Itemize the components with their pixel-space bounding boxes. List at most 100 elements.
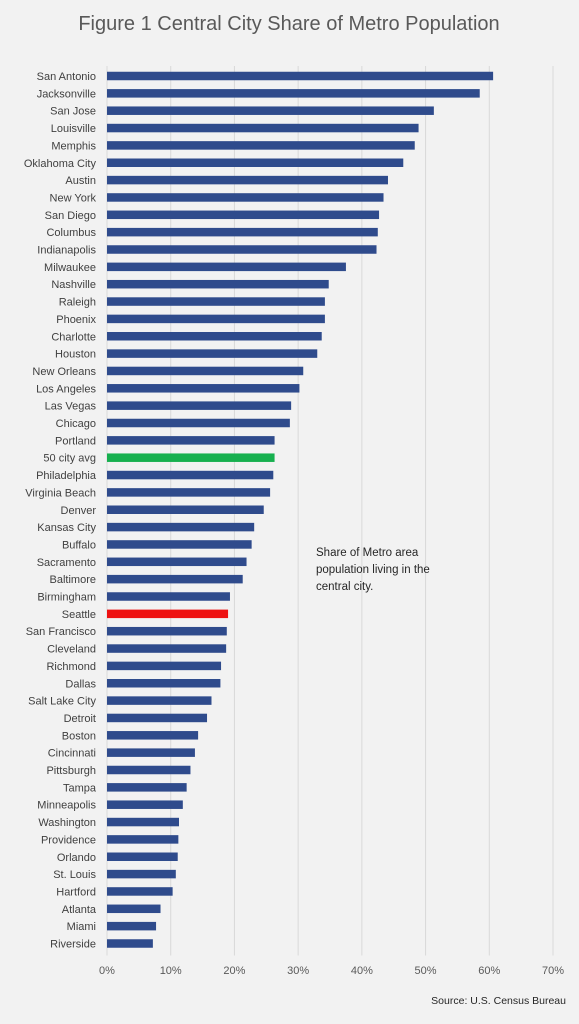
category-label-richmond: Richmond — [46, 661, 96, 673]
category-label-hartford: Hartford — [56, 886, 96, 898]
category-label-charlotte: Charlotte — [51, 331, 96, 343]
bar-riverside — [107, 939, 153, 948]
x-tick-label: 0% — [99, 965, 115, 977]
category-label-san-diego: San Diego — [45, 210, 96, 222]
bar-seattle — [107, 609, 229, 619]
bar-san-francisco — [107, 626, 227, 636]
bar-austin — [107, 175, 388, 185]
bar-indianapolis — [107, 245, 377, 254]
category-label-raleigh: Raleigh — [59, 297, 96, 309]
x-tick-label: 40% — [351, 965, 373, 977]
bar-portland — [107, 436, 275, 445]
category-label-pittsburgh: Pittsburgh — [46, 765, 96, 777]
bar-new-york — [107, 193, 384, 202]
x-tick-label: 50% — [415, 965, 437, 977]
bar-jacksonville — [107, 89, 480, 98]
x-tick-label: 60% — [478, 965, 500, 977]
category-label-jacksonville: Jacksonville — [37, 88, 96, 100]
category-label-virginia-beach: Virginia Beach — [25, 487, 96, 499]
annotation-line-3: central city. — [316, 581, 373, 593]
category-label-50-city-avg: 50 city avg — [43, 453, 96, 465]
category-label-dallas: Dallas — [65, 678, 96, 690]
category-label-sacramento: Sacramento — [37, 557, 96, 569]
annotation-line-2: population living in the — [316, 564, 430, 576]
bar-cincinnati — [107, 748, 195, 757]
category-label-riverside: Riverside — [50, 939, 96, 951]
bar-pittsburgh — [107, 765, 191, 775]
bar-detroit — [107, 713, 208, 723]
category-label-memphis: Memphis — [51, 140, 96, 152]
bar-las-vegas — [107, 401, 292, 410]
category-label-minneapolis: Minneapolis — [37, 800, 96, 812]
category-label-kansas-city: Kansas City — [37, 522, 96, 534]
x-axis-tick-labels: 0% 10% 20% 30% 40% 50% 60% 70% — [99, 965, 564, 977]
category-label-buffalo: Buffalo — [62, 539, 96, 551]
bar-new-orleans — [107, 366, 304, 376]
category-label-phoenix: Phoenix — [56, 314, 96, 326]
category-label-miami: Miami — [67, 921, 96, 933]
bar-cleveland — [107, 644, 227, 653]
category-label-new-york: New York — [50, 192, 97, 204]
category-label-columbus: Columbus — [46, 227, 96, 239]
bar-oklahoma-city — [107, 158, 404, 167]
category-label-boston: Boston — [62, 730, 96, 742]
bar-boston — [107, 731, 199, 740]
category-label-salt-lake-city: Salt Lake City — [28, 696, 96, 708]
category-label-new-orleans: New Orleans — [32, 366, 96, 378]
bar-virginia-beach — [107, 488, 271, 497]
source-note: Source: U.S. Census Bureau — [431, 995, 566, 1007]
bar-tampa — [107, 783, 187, 792]
category-label-oklahoma-city: Oklahoma City — [24, 158, 97, 170]
bar-st-louis — [107, 869, 176, 879]
bar-louisville — [107, 123, 419, 133]
category-label-washington: Washington — [38, 817, 96, 829]
bar-buffalo — [107, 540, 252, 549]
category-label-san-antonio: San Antonio — [37, 71, 96, 83]
category-label-st-louis: St. Louis — [53, 869, 96, 881]
category-label-seattle: Seattle — [62, 609, 96, 621]
category-label-indianapolis: Indianapolis — [37, 245, 96, 257]
bar-orlando — [107, 852, 178, 861]
category-label-chicago: Chicago — [56, 418, 96, 430]
bar-sacramento — [107, 557, 247, 567]
bar-charlotte — [107, 332, 322, 341]
bar-washington — [107, 817, 179, 827]
category-label-atlanta: Atlanta — [62, 904, 97, 916]
bars-group — [107, 71, 494, 948]
bar-san-diego — [107, 210, 380, 220]
bar-columbus — [107, 227, 378, 237]
category-label-baltimore: Baltimore — [50, 574, 96, 586]
bar-atlanta — [107, 904, 161, 914]
bar-hartford — [107, 887, 173, 896]
category-label-portland: Portland — [55, 435, 96, 447]
category-label-philadelphia: Philadelphia — [36, 470, 97, 482]
bar-providence — [107, 835, 179, 844]
category-label-san-francisco: San Francisco — [26, 626, 96, 638]
category-label-san-jose: San Jose — [50, 106, 96, 118]
category-label-providence: Providence — [41, 834, 96, 846]
category-label-louisville: Louisville — [51, 123, 96, 135]
bar-chicago — [107, 418, 290, 428]
x-tick-label: 10% — [160, 965, 182, 977]
category-label-cleveland: Cleveland — [47, 644, 96, 656]
bar-richmond — [107, 661, 222, 671]
bar-raleigh — [107, 297, 325, 306]
bar-minneapolis — [107, 800, 183, 809]
annotation-line-1: Share of Metro area — [316, 547, 419, 559]
category-label-austin: Austin — [65, 175, 96, 187]
category-label-orlando: Orlando — [57, 852, 96, 864]
category-label-las-vegas: Las Vegas — [45, 401, 97, 413]
bar-birmingham — [107, 592, 230, 601]
category-label-cincinnati: Cincinnati — [48, 748, 96, 760]
category-label-los-angeles: Los Angeles — [36, 383, 96, 395]
category-label-birmingham: Birmingham — [37, 592, 96, 604]
bar-salt-lake-city — [107, 696, 212, 705]
bar-houston — [107, 349, 318, 358]
category-label-houston: Houston — [55, 349, 96, 361]
bar-baltimore — [107, 574, 243, 584]
bar-san-jose — [107, 106, 434, 115]
x-tick-label: 70% — [542, 965, 564, 977]
x-tick-label: 30% — [287, 965, 309, 977]
bar-milwaukee — [107, 262, 346, 272]
bar-san-antonio — [107, 71, 494, 81]
